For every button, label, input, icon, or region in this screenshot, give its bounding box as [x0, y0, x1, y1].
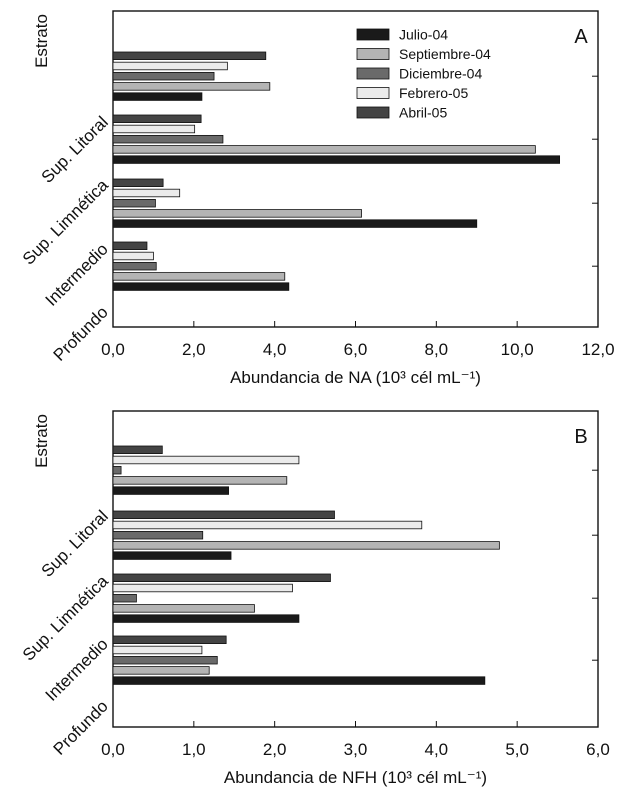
- legend-label-julio-04: Julio-04: [399, 27, 448, 43]
- bar-sup-litoral-septiembre-04: [112, 476, 288, 485]
- bar-group-profundo: [112, 241, 290, 291]
- legend-swatch-diciembre-04: [356, 67, 390, 80]
- bar-profundo-abril-05: [112, 241, 148, 250]
- bar-sup-litoral-diciembre-04: [112, 465, 122, 475]
- bar-sup-limn-tica-diciembre-04: [112, 134, 224, 144]
- bar-sup-litoral-febrero-05: [112, 61, 228, 71]
- bar-profundo-julio-04: [112, 676, 486, 685]
- bar-intermedio-abril-05: [112, 573, 331, 582]
- bar-sup-limn-tica-septiembre-04: [112, 145, 536, 154]
- bar-profundo-abril-05: [112, 635, 227, 644]
- bar-profundo-diciembre-04: [112, 656, 218, 665]
- category-label-sup-litoral: Sup. Litoral: [38, 507, 112, 581]
- bar-group-sup-limn-tica: [112, 114, 561, 164]
- bar-intermedio-diciembre-04: [112, 594, 137, 603]
- bar-sup-limn-tica-abril-05: [112, 510, 335, 519]
- x-tick-label: 10,0: [501, 340, 534, 359]
- bar-profundo-febrero-05: [112, 645, 203, 655]
- bar-sup-litoral-julio-04: [112, 486, 229, 495]
- bar-sup-limn-tica-julio-04: [112, 551, 232, 560]
- bar-intermedio-septiembre-04: [112, 209, 362, 218]
- x-tick-label: 4,0: [263, 340, 287, 359]
- bar-sup-litoral-febrero-05: [112, 455, 300, 465]
- x-tick-label: 6,0: [586, 740, 610, 759]
- x-tick-label: 4,0: [425, 740, 449, 759]
- legend-swatch-julio-04: [356, 28, 390, 41]
- legend-swatch-abril-05: [356, 106, 390, 119]
- x-tick-label: 12,0: [581, 340, 614, 359]
- legend-label-abril-05: Abril-05: [399, 105, 447, 121]
- legend-label-diciembre-04: Diciembre-04: [399, 66, 482, 82]
- x-tick-label: 5,0: [505, 740, 529, 759]
- bar-sup-litoral-abril-05: [112, 445, 163, 454]
- panel-label: B: [574, 426, 587, 448]
- panel-label: A: [574, 26, 588, 48]
- y-axis-label: Estrato: [32, 414, 51, 468]
- bar-group-intermedio: [112, 178, 478, 228]
- bar-profundo-diciembre-04: [112, 261, 157, 271]
- legend-swatch-septiembre-04: [356, 48, 390, 60]
- bar-sup-litoral-septiembre-04: [112, 82, 271, 91]
- bar-sup-limn-tica-abril-05: [112, 114, 202, 123]
- category-label-sup-litoral: Sup. Litoral: [38, 113, 112, 187]
- chart-panel-b: 0,0 1,0 2,0 3,0 4,0 5,0 6,0 Abundancia de NFH (…: [19, 410, 610, 787]
- bar-sup-limn-tica-diciembre-04: [112, 531, 204, 540]
- bar-sup-limn-tica-febrero-05: [112, 124, 196, 134]
- bar-group-sup-litoral: [112, 445, 300, 495]
- legend-swatch-febrero-05: [356, 87, 390, 99]
- y-axis-label: Estrato: [32, 14, 51, 68]
- x-axis-label: Abundancia de NFH (10³ cél mL⁻¹): [224, 768, 487, 787]
- bar-profundo-septiembre-04: [112, 666, 210, 675]
- bar-intermedio-julio-04: [112, 219, 478, 228]
- bar-profundo-febrero-05: [112, 251, 154, 261]
- bar-intermedio-septiembre-04: [112, 604, 255, 613]
- bar-group-sup-litoral: [112, 51, 271, 101]
- bar-sup-limn-tica-julio-04: [112, 155, 561, 164]
- bar-sup-limn-tica-febrero-05: [112, 520, 423, 530]
- bar-profundo-julio-04: [112, 282, 290, 291]
- bar-intermedio-febrero-05: [112, 583, 293, 593]
- bar-sup-limn-tica-septiembre-04: [112, 541, 500, 550]
- x-tick-label: 2,0: [182, 340, 206, 359]
- x-tick-label: 3,0: [344, 740, 368, 759]
- x-tick-label: 2,0: [263, 740, 287, 759]
- chart-panel-a: 0,0 2,0 4,0 6,0 8,0 10,0 12,0 Abundancia de NA …: [19, 10, 615, 387]
- bar-intermedio-febrero-05: [112, 188, 181, 198]
- bar-group-sup-limn-tica: [112, 510, 500, 560]
- bar-group-profundo: [112, 635, 486, 685]
- bar-intermedio-julio-04: [112, 614, 300, 623]
- bar-profundo-septiembre-04: [112, 272, 286, 281]
- category-label-intermedio: Intermedio: [42, 635, 112, 705]
- bar-intermedio-diciembre-04: [112, 198, 156, 208]
- category-label-intermedio: Intermedio: [42, 240, 112, 310]
- x-tick-label: 6,0: [344, 340, 368, 359]
- bar-group-intermedio: [112, 573, 331, 623]
- legend-label-septiembre-04: Septiembre-04: [399, 46, 491, 62]
- x-axis-label: Abundancia de NA (10³ cél mL⁻¹): [230, 368, 481, 387]
- legend: Julio-04 Septiembre-04 Diciembre-04 Febrero…: [356, 27, 491, 121]
- x-tick-label: 0,0: [101, 740, 125, 759]
- x-tick-label: 0,0: [101, 340, 125, 359]
- legend-label-febrero-05: Febrero-05: [399, 85, 468, 101]
- bar-sup-litoral-abril-05: [112, 51, 267, 60]
- bar-intermedio-abril-05: [112, 178, 164, 187]
- x-tick-label: 1,0: [182, 740, 206, 759]
- bar-sup-litoral-diciembre-04: [112, 72, 215, 81]
- x-tick-label: 8,0: [425, 340, 449, 359]
- bar-sup-litoral-julio-04: [112, 92, 203, 101]
